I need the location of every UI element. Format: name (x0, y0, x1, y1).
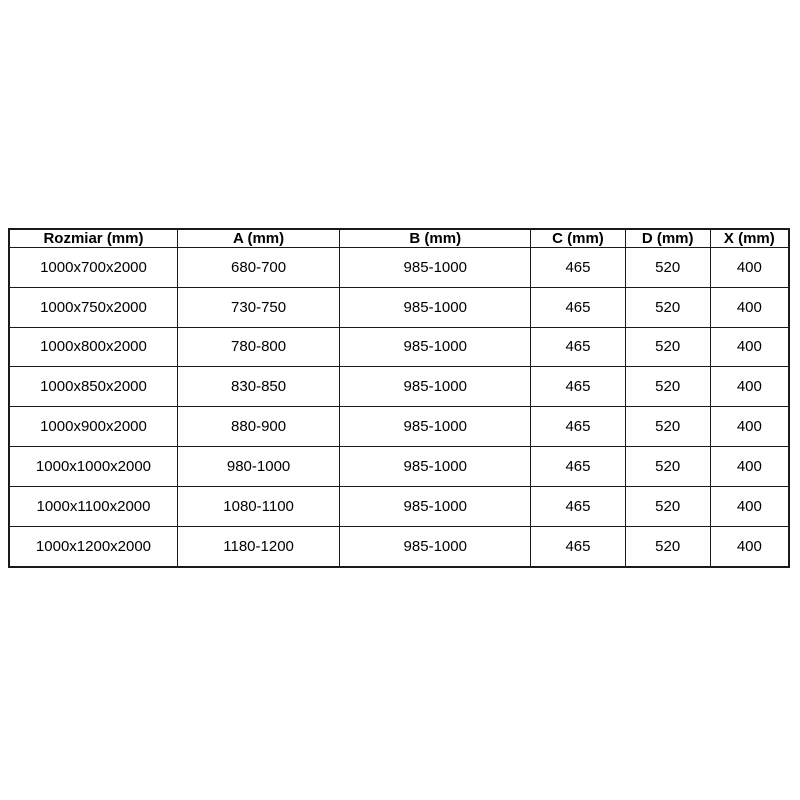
cell-b: 985-1000 (339, 445, 532, 487)
table-header-row: Rozmiar (mm) A (mm) B (mm) C (mm) D (mm)… (8, 228, 790, 248)
cell-x: 400 (709, 406, 790, 447)
header-cell-rozmiar: Rozmiar (mm) (8, 228, 178, 248)
cell-c: 465 (530, 326, 626, 368)
cell-b: 985-1000 (339, 247, 532, 288)
header-cell-c: C (mm) (530, 228, 626, 248)
cell-x: 400 (709, 525, 790, 568)
cell-d: 520 (624, 525, 711, 568)
cell-a: 980-1000 (176, 445, 341, 487)
header-cell-b: B (mm) (339, 228, 532, 248)
cell-x: 400 (709, 445, 790, 487)
cell-rozmiar: 1000x1000x2000 (8, 445, 178, 487)
cell-b: 985-1000 (339, 525, 532, 568)
cell-rozmiar: 1000x1200x2000 (8, 525, 178, 568)
cell-x: 400 (709, 326, 790, 368)
size-spec-table: Rozmiar (mm) A (mm) B (mm) C (mm) D (mm)… (8, 228, 790, 568)
cell-a: 730-750 (176, 286, 341, 328)
cell-a: 830-850 (176, 366, 341, 408)
cell-b: 985-1000 (339, 286, 532, 328)
cell-rozmiar: 1000x700x2000 (8, 247, 178, 288)
cell-c: 465 (530, 366, 626, 408)
table-row: 1000x800x2000 780-800 985-1000 465 520 4… (8, 326, 790, 368)
cell-x: 400 (709, 366, 790, 408)
cell-d: 520 (624, 326, 711, 368)
header-cell-d: D (mm) (624, 228, 711, 248)
table-row: 1000x1200x2000 1180-1200 985-1000 465 52… (8, 525, 790, 568)
cell-c: 465 (530, 286, 626, 328)
table-row: 1000x900x2000 880-900 985-1000 465 520 4… (8, 406, 790, 447)
table-row: 1000x850x2000 830-850 985-1000 465 520 4… (8, 366, 790, 408)
cell-c: 465 (530, 525, 626, 568)
cell-d: 520 (624, 445, 711, 487)
cell-d: 520 (624, 286, 711, 328)
header-cell-x: X (mm) (709, 228, 790, 248)
cell-c: 465 (530, 247, 626, 288)
cell-rozmiar: 1000x900x2000 (8, 406, 178, 447)
cell-c: 465 (530, 485, 626, 527)
cell-rozmiar: 1000x750x2000 (8, 286, 178, 328)
cell-c: 465 (530, 445, 626, 487)
cell-rozmiar: 1000x850x2000 (8, 366, 178, 408)
cell-b: 985-1000 (339, 326, 532, 368)
cell-a: 680-700 (176, 247, 341, 288)
table-row: 1000x700x2000 680-700 985-1000 465 520 4… (8, 247, 790, 288)
cell-a: 1180-1200 (176, 525, 341, 568)
cell-d: 520 (624, 247, 711, 288)
cell-rozmiar: 1000x1100x2000 (8, 485, 178, 527)
cell-x: 400 (709, 286, 790, 328)
cell-x: 400 (709, 247, 790, 288)
cell-rozmiar: 1000x800x2000 (8, 326, 178, 368)
cell-b: 985-1000 (339, 366, 532, 408)
cell-a: 880-900 (176, 406, 341, 447)
table-row: 1000x1000x2000 980-1000 985-1000 465 520… (8, 445, 790, 487)
cell-d: 520 (624, 485, 711, 527)
cell-b: 985-1000 (339, 406, 532, 447)
cell-c: 465 (530, 406, 626, 447)
table-row: 1000x750x2000 730-750 985-1000 465 520 4… (8, 286, 790, 328)
cell-a: 1080-1100 (176, 485, 341, 527)
cell-b: 985-1000 (339, 485, 532, 527)
table-row: 1000x1100x2000 1080-1100 985-1000 465 52… (8, 485, 790, 527)
cell-a: 780-800 (176, 326, 341, 368)
cell-d: 520 (624, 406, 711, 447)
cell-d: 520 (624, 366, 711, 408)
cell-x: 400 (709, 485, 790, 527)
header-cell-a: A (mm) (176, 228, 341, 248)
